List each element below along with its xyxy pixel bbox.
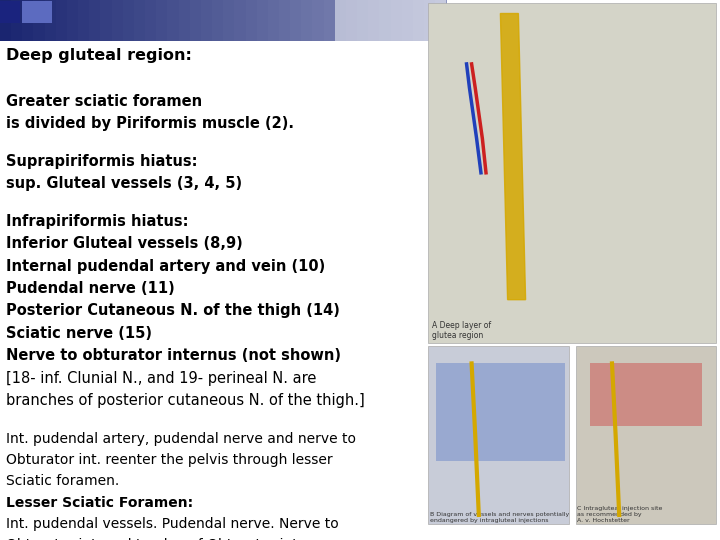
FancyBboxPatch shape — [279, 0, 291, 40]
FancyBboxPatch shape — [179, 0, 190, 40]
Text: branches of posterior cutaneous N. of the thigh.]: branches of posterior cutaneous N. of th… — [6, 393, 364, 408]
FancyBboxPatch shape — [428, 346, 569, 524]
FancyBboxPatch shape — [190, 0, 202, 40]
FancyBboxPatch shape — [167, 0, 179, 40]
FancyBboxPatch shape — [290, 0, 302, 40]
FancyBboxPatch shape — [33, 0, 45, 40]
Text: Inferior Gluteal vessels (8,9): Inferior Gluteal vessels (8,9) — [6, 236, 243, 251]
Text: Suprapiriformis hiatus:: Suprapiriformis hiatus: — [6, 154, 197, 169]
Text: A Deep layer of
glutea region: A Deep layer of glutea region — [432, 321, 491, 340]
FancyBboxPatch shape — [89, 0, 101, 40]
Text: Obturator int. and tendon of Obturator internus.: Obturator int. and tendon of Obturator i… — [6, 538, 341, 540]
Text: Nerve to obturator internus (not shown): Nerve to obturator internus (not shown) — [6, 348, 341, 363]
Text: Deep gluteal region:: Deep gluteal region: — [6, 48, 192, 63]
FancyBboxPatch shape — [0, 1, 20, 23]
FancyBboxPatch shape — [212, 0, 224, 40]
FancyBboxPatch shape — [156, 0, 168, 40]
FancyBboxPatch shape — [428, 3, 716, 343]
FancyBboxPatch shape — [246, 0, 258, 40]
FancyBboxPatch shape — [424, 0, 436, 40]
Text: Sciatic nerve (15): Sciatic nerve (15) — [6, 326, 152, 341]
FancyBboxPatch shape — [112, 0, 124, 40]
Text: Internal pudendal artery and vein (10): Internal pudendal artery and vein (10) — [6, 259, 325, 274]
FancyBboxPatch shape — [335, 0, 347, 40]
Text: Int. pudendal vessels. Pudendal nerve. Nerve to: Int. pudendal vessels. Pudendal nerve. N… — [6, 517, 338, 531]
FancyBboxPatch shape — [257, 0, 269, 40]
Text: Infrapiriformis hiatus:: Infrapiriformis hiatus: — [6, 214, 188, 229]
FancyBboxPatch shape — [201, 0, 213, 40]
FancyBboxPatch shape — [56, 0, 68, 40]
Text: sup. Gluteal vessels (3, 4, 5): sup. Gluteal vessels (3, 4, 5) — [6, 176, 242, 191]
Text: Obturator int. reenter the pelvis through lesser: Obturator int. reenter the pelvis throug… — [6, 453, 333, 467]
Text: Sciatic foramen.: Sciatic foramen. — [6, 474, 119, 488]
FancyBboxPatch shape — [576, 346, 716, 524]
FancyBboxPatch shape — [590, 363, 702, 426]
Text: Pudendal nerve (11): Pudendal nerve (11) — [6, 281, 174, 296]
FancyBboxPatch shape — [390, 0, 402, 40]
FancyBboxPatch shape — [134, 0, 145, 40]
Text: is divided by Piriformis muscle (2).: is divided by Piriformis muscle (2). — [6, 116, 294, 131]
FancyBboxPatch shape — [435, 0, 447, 40]
FancyBboxPatch shape — [357, 0, 369, 40]
Text: C Intragluteal injection site
as recommended by
A. v. Hochstetter: C Intragluteal injection site as recomme… — [577, 506, 663, 523]
Text: [18- inf. Clunial N., and 19- perineal N. are: [18- inf. Clunial N., and 19- perineal N… — [6, 370, 316, 386]
FancyBboxPatch shape — [145, 0, 157, 40]
FancyBboxPatch shape — [67, 0, 79, 40]
Text: B Diagram of vessels and nerves potentially
endangered by intragluteal injection: B Diagram of vessels and nerves potentia… — [430, 512, 569, 523]
FancyBboxPatch shape — [436, 363, 565, 461]
Polygon shape — [500, 14, 526, 300]
FancyBboxPatch shape — [368, 0, 380, 40]
FancyBboxPatch shape — [335, 0, 446, 40]
FancyBboxPatch shape — [379, 0, 392, 40]
FancyBboxPatch shape — [312, 0, 324, 40]
FancyBboxPatch shape — [122, 0, 135, 40]
FancyBboxPatch shape — [12, 0, 23, 40]
FancyBboxPatch shape — [101, 0, 112, 40]
Text: Posterior Cutaneous N. of the thigh (14): Posterior Cutaneous N. of the thigh (14) — [6, 303, 340, 319]
Text: Greater sciatic foramen: Greater sciatic foramen — [6, 94, 202, 109]
FancyBboxPatch shape — [346, 0, 358, 40]
Text: Lesser Sciatic Foramen:: Lesser Sciatic Foramen: — [6, 496, 193, 510]
FancyBboxPatch shape — [235, 0, 246, 40]
FancyBboxPatch shape — [0, 0, 12, 40]
FancyBboxPatch shape — [78, 0, 90, 40]
FancyBboxPatch shape — [324, 0, 336, 40]
FancyBboxPatch shape — [22, 1, 52, 23]
FancyBboxPatch shape — [268, 0, 280, 40]
FancyBboxPatch shape — [22, 0, 35, 40]
FancyBboxPatch shape — [402, 0, 413, 40]
FancyBboxPatch shape — [301, 0, 313, 40]
FancyBboxPatch shape — [45, 0, 57, 40]
Text: Int. pudendal artery, pudendal nerve and nerve to: Int. pudendal artery, pudendal nerve and… — [6, 431, 356, 446]
FancyBboxPatch shape — [223, 0, 235, 40]
FancyBboxPatch shape — [413, 0, 425, 40]
